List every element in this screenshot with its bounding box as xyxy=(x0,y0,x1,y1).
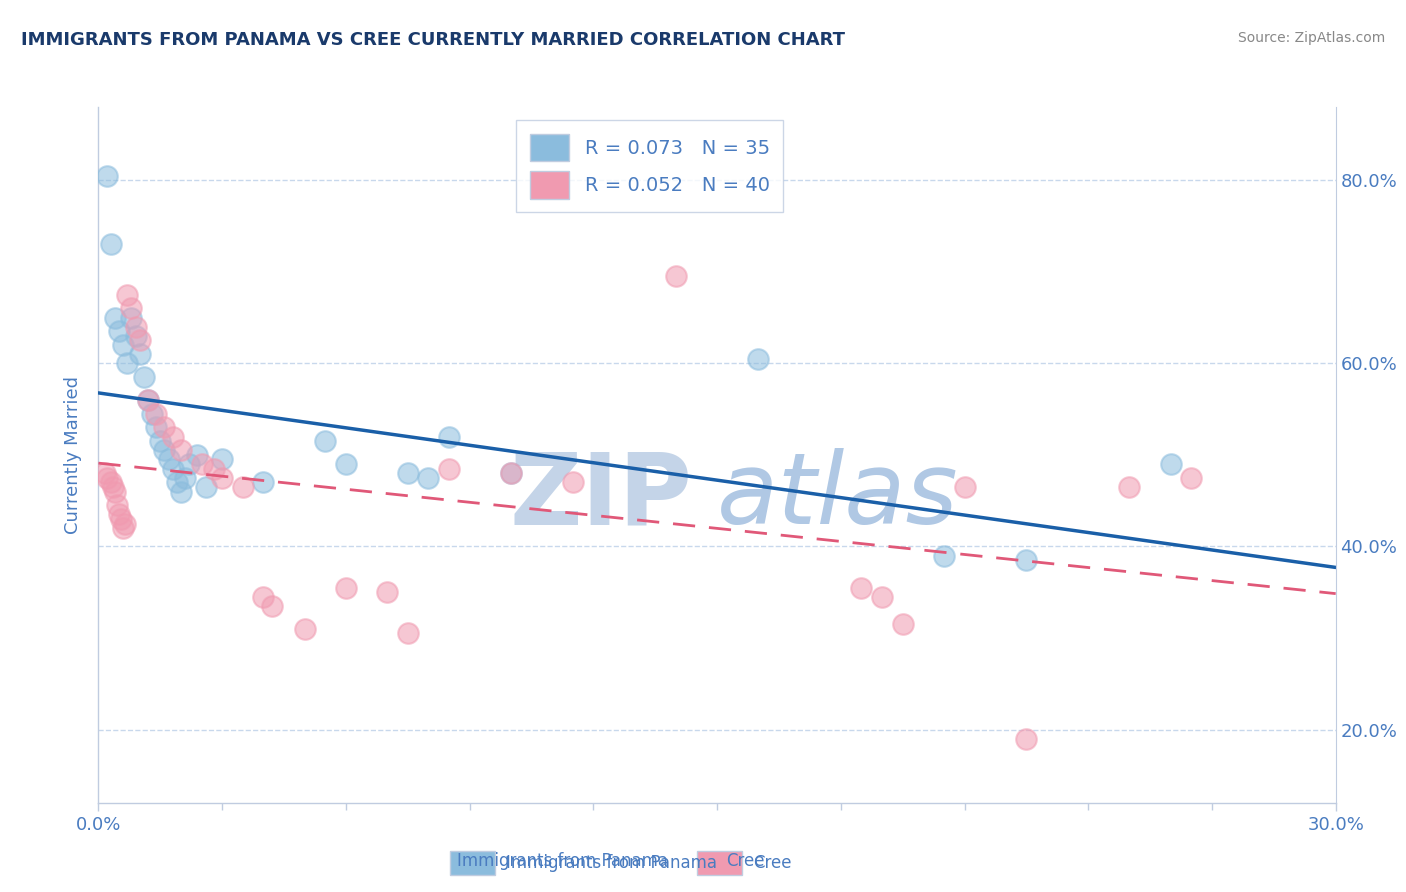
Point xyxy=(437,461,460,475)
Point xyxy=(141,407,163,421)
Bar xyxy=(697,851,742,875)
Point xyxy=(166,475,188,490)
Point xyxy=(120,301,142,316)
Point xyxy=(499,467,522,481)
Point xyxy=(162,429,184,443)
Point xyxy=(1015,731,1038,746)
Point xyxy=(953,480,976,494)
Point xyxy=(105,498,128,512)
Text: atlas: atlas xyxy=(717,448,959,545)
Point xyxy=(252,590,274,604)
Point xyxy=(211,471,233,485)
Point xyxy=(153,443,176,458)
Point xyxy=(157,452,180,467)
Point xyxy=(124,319,146,334)
Point xyxy=(101,480,124,494)
Point xyxy=(437,429,460,443)
Text: Immigrants from Panama: Immigrants from Panama xyxy=(506,854,717,872)
Text: Immigrants from Panama: Immigrants from Panama xyxy=(457,852,668,870)
Text: ZIP: ZIP xyxy=(509,448,692,545)
Point xyxy=(108,324,131,338)
Text: Source: ZipAtlas.com: Source: ZipAtlas.com xyxy=(1237,31,1385,45)
Point xyxy=(335,581,357,595)
Y-axis label: Currently Married: Currently Married xyxy=(65,376,83,534)
Point xyxy=(170,443,193,458)
Point xyxy=(112,521,135,535)
Point xyxy=(190,457,212,471)
Point xyxy=(194,480,217,494)
Text: Cree: Cree xyxy=(725,852,765,870)
Point xyxy=(112,338,135,352)
Point xyxy=(170,484,193,499)
Point xyxy=(418,471,440,485)
Point xyxy=(335,457,357,471)
Point xyxy=(145,407,167,421)
Point xyxy=(561,475,583,490)
Point xyxy=(499,467,522,481)
Point xyxy=(100,237,122,252)
Point xyxy=(124,329,146,343)
Point xyxy=(375,585,398,599)
Point xyxy=(120,310,142,325)
Point xyxy=(108,508,131,522)
Point xyxy=(851,581,873,595)
Point xyxy=(110,512,132,526)
Point xyxy=(1160,457,1182,471)
Point xyxy=(932,549,955,563)
Point xyxy=(211,452,233,467)
Point xyxy=(314,434,336,449)
Point xyxy=(891,617,914,632)
Point xyxy=(153,420,176,434)
Point xyxy=(136,392,159,407)
Point xyxy=(232,480,254,494)
Point xyxy=(294,622,316,636)
Point xyxy=(1118,480,1140,494)
Point xyxy=(136,392,159,407)
Point xyxy=(252,475,274,490)
Point xyxy=(870,590,893,604)
Point xyxy=(1015,553,1038,567)
Bar xyxy=(450,851,495,875)
Point xyxy=(1180,471,1202,485)
Point xyxy=(145,420,167,434)
Point xyxy=(100,475,122,490)
Point xyxy=(132,370,155,384)
Point xyxy=(174,471,197,485)
Point xyxy=(96,471,118,485)
Point xyxy=(114,516,136,531)
Point xyxy=(128,347,150,361)
Text: Cree: Cree xyxy=(754,854,792,872)
Point xyxy=(117,356,139,370)
Text: IMMIGRANTS FROM PANAMA VS CREE CURRENTLY MARRIED CORRELATION CHART: IMMIGRANTS FROM PANAMA VS CREE CURRENTLY… xyxy=(21,31,845,49)
Point xyxy=(202,461,225,475)
Point xyxy=(96,169,118,183)
Point xyxy=(93,467,115,481)
Point xyxy=(104,484,127,499)
Point xyxy=(260,599,283,613)
Point xyxy=(747,351,769,366)
Point xyxy=(179,457,201,471)
Point xyxy=(149,434,172,449)
Point xyxy=(396,467,419,481)
Point xyxy=(665,269,688,284)
Point xyxy=(162,461,184,475)
Point xyxy=(396,626,419,640)
Legend: R = 0.073   N = 35, R = 0.052   N = 40: R = 0.073 N = 35, R = 0.052 N = 40 xyxy=(516,120,783,212)
Point xyxy=(186,448,208,462)
Point xyxy=(128,334,150,348)
Point xyxy=(117,287,139,301)
Point xyxy=(104,310,127,325)
